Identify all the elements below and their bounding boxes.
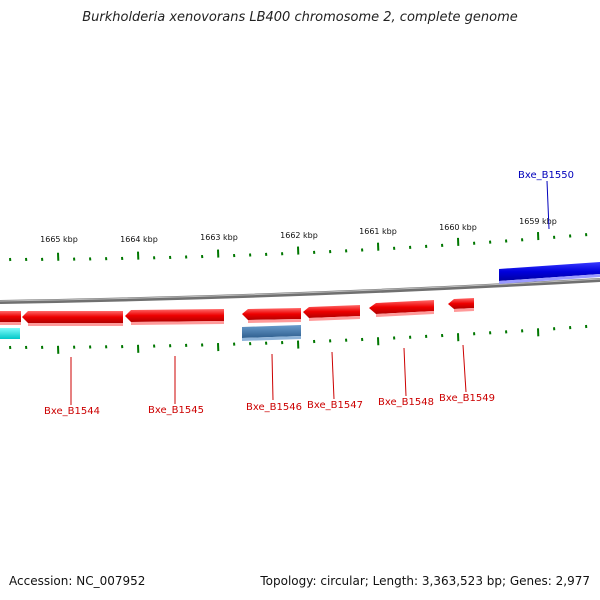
gene-bxe-b1546[interactable] (242, 308, 301, 323)
scale-label-1660: 1660 kbp (439, 223, 477, 232)
scale-label-1664: 1664 kbp (120, 235, 158, 244)
accession-text: Accession: NC_007952 (9, 574, 146, 588)
gene-bxe-b1545[interactable] (125, 309, 224, 325)
gene-label-bxe-b1547[interactable]: Bxe_B1547 (307, 400, 363, 411)
gene-label-bxe-b1546[interactable]: Bxe_B1546 (246, 402, 302, 413)
genome-backbone (0, 278, 600, 304)
gene-bxe-b1546-rna[interactable] (242, 325, 301, 341)
scale-label-1661: 1661 kbp (359, 227, 397, 236)
gene-bxe-b1547[interactable] (303, 305, 360, 321)
gene-bxe-b1544[interactable] (22, 311, 123, 326)
gene-bxe-b1550[interactable] (499, 262, 600, 284)
scale-ticks-inner (9, 324, 588, 354)
scale-label-1665: 1665 kbp (40, 235, 78, 244)
gene-bxe-b1548[interactable] (369, 300, 434, 317)
scale-ticks-outer (9, 232, 588, 262)
scale-label-1663: 1663 kbp (200, 233, 238, 242)
scale-label-1659: 1659 kbp (519, 217, 557, 226)
gene-bxe-b1549[interactable] (448, 298, 474, 312)
gene-label-bxe-b1549[interactable]: Bxe_B1549 (439, 393, 495, 404)
gene-partial-red-left[interactable] (0, 311, 21, 325)
gene-label-bxe-b1544[interactable]: Bxe_B1544 (44, 406, 100, 417)
page-title: Burkholderia xenovorans LB400 chromosome… (82, 10, 518, 25)
gene-label-bxe-b1550[interactable]: Bxe_B1550 (518, 170, 574, 181)
genome-summary-text: Topology: circular; Length: 3,363,523 bp… (260, 574, 590, 588)
gene-partial-left[interactable] (0, 328, 20, 339)
gene-label-bxe-b1545[interactable]: Bxe_B1545 (148, 405, 204, 416)
gene-label-bxe-b1548[interactable]: Bxe_B1548 (378, 397, 434, 408)
scale-label-1662: 1662 kbp (280, 231, 318, 240)
